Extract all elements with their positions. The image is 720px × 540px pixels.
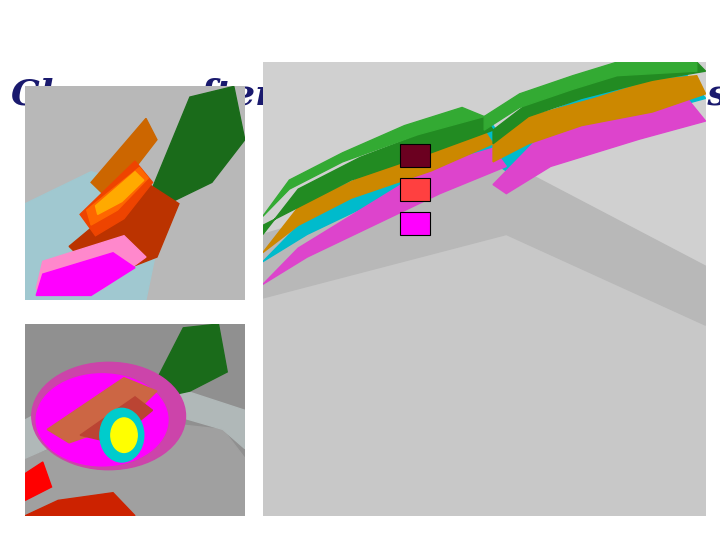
Polygon shape	[25, 420, 245, 516]
Text: Change after nourishment: profiles: Change after nourishment: profiles	[11, 77, 720, 112]
Polygon shape	[493, 62, 706, 144]
Polygon shape	[48, 377, 157, 443]
Polygon shape	[80, 397, 153, 443]
Polygon shape	[25, 462, 52, 501]
Polygon shape	[69, 183, 179, 279]
Polygon shape	[263, 117, 493, 234]
Polygon shape	[493, 94, 706, 194]
Polygon shape	[263, 126, 506, 262]
Polygon shape	[493, 71, 706, 171]
Polygon shape	[25, 172, 168, 300]
Polygon shape	[25, 381, 245, 458]
Polygon shape	[86, 167, 148, 225]
Polygon shape	[263, 130, 493, 253]
Polygon shape	[146, 324, 228, 401]
Polygon shape	[263, 107, 485, 217]
Ellipse shape	[100, 408, 144, 462]
Polygon shape	[263, 148, 506, 285]
Text: May 2002: May 2002	[437, 182, 516, 197]
Polygon shape	[485, 62, 697, 130]
Polygon shape	[146, 86, 245, 204]
Polygon shape	[493, 76, 706, 162]
Ellipse shape	[111, 418, 138, 453]
Text: September 2002: September 2002	[437, 216, 574, 231]
Polygon shape	[80, 161, 153, 235]
Text: LIDAR 2000: LIDAR 2000	[437, 114, 533, 129]
Polygon shape	[263, 162, 706, 325]
Polygon shape	[36, 253, 135, 295]
Polygon shape	[96, 172, 144, 214]
Ellipse shape	[36, 374, 168, 466]
Polygon shape	[36, 235, 146, 289]
Ellipse shape	[32, 362, 186, 470]
Text: RTKS: Dec. 2001: RTKS: Dec. 2001	[437, 148, 573, 163]
Polygon shape	[91, 118, 157, 193]
Polygon shape	[263, 234, 706, 516]
Polygon shape	[25, 492, 135, 516]
